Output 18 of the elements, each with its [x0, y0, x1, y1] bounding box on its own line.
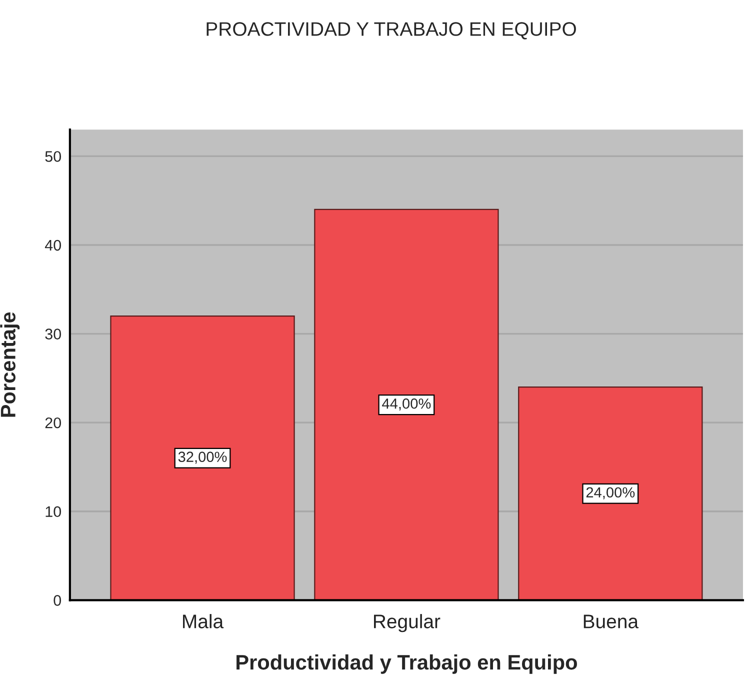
y-tick-label: 30: [45, 328, 62, 340]
y-tick-label: 10: [46, 506, 62, 518]
y-axis-title: Porcentaje: [0, 312, 20, 417]
bar: [110, 315, 295, 600]
y-tick-label: 50: [45, 151, 62, 162]
data-label: 44,00%: [382, 398, 431, 410]
x-tick-label: Buena: [584, 614, 639, 628]
y-tick-label: 20: [45, 417, 62, 428]
chart-title: PROACTIVIDAD Y TRABAJO EN EQUIPO: [206, 22, 576, 40]
x-tick-label: Regular: [374, 614, 440, 632]
y-tick-label: 40: [44, 240, 62, 251]
data-label: 24,00%: [586, 487, 635, 500]
x-tick-label: Mala: [183, 614, 224, 628]
data-label: 32,00%: [178, 452, 227, 464]
bar: [518, 386, 703, 600]
x-axis-title: Productividad y Trabajo en Equipo: [236, 654, 577, 674]
bar: [314, 208, 499, 600]
y-tick-label: 0: [54, 595, 62, 606]
